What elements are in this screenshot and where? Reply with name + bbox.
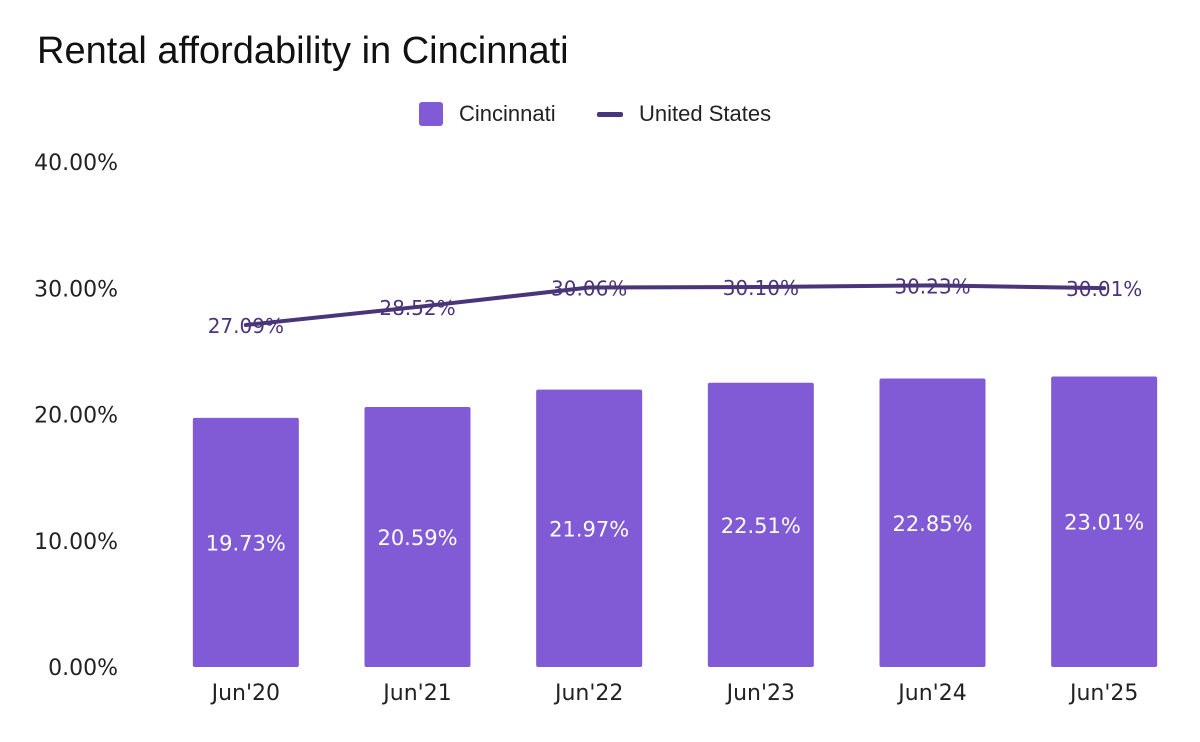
x-tick-label: Jun'23	[725, 681, 795, 706]
legend-line-united-states	[597, 111, 623, 117]
bar-value-label: 22.51%	[721, 514, 801, 538]
line-value-label: 30.10%	[723, 276, 799, 300]
bar-value-label: 23.01%	[1064, 511, 1144, 535]
bar-value-label: 21.97%	[549, 517, 629, 541]
x-tick-label: Jun'20	[210, 681, 280, 706]
legend-label-cincinnati: Cincinnati	[459, 101, 556, 126]
bar-cincinnati	[1051, 376, 1158, 667]
line-value-label: 27.09%	[208, 314, 284, 338]
bar-value-label: 19.73%	[206, 531, 286, 555]
legend-item-united-states[interactable]: United States	[597, 100, 771, 128]
legend-item-cincinnati[interactable]: Cincinnati	[419, 100, 556, 128]
bar-cincinnati	[536, 389, 643, 667]
x-tick-label: Jun'24	[896, 681, 966, 706]
bar-value-label: 22.85%	[892, 512, 972, 536]
x-tick-label: Jun'22	[553, 681, 623, 706]
y-tick-label: 20.00%	[34, 404, 118, 429]
bar-value-label: 20.59%	[377, 526, 457, 550]
x-tick-label: Jun'21	[381, 681, 451, 706]
y-tick-label: 10.00%	[34, 530, 118, 555]
line-value-label: 30.06%	[551, 276, 627, 300]
bar-cincinnati	[192, 417, 299, 667]
legend-label-united-states: United States	[639, 101, 772, 126]
y-tick-label: 0.00%	[48, 656, 118, 681]
y-tick-label: 40.00%	[34, 151, 118, 176]
bar-cincinnati	[707, 382, 814, 667]
bar-cincinnati	[364, 407, 471, 667]
y-tick-label: 30.00%	[34, 277, 118, 302]
chart-title: Rental affordability in Cincinnati	[37, 30, 569, 72]
bar-cincinnati	[879, 378, 986, 667]
line-united-states	[243, 283, 1107, 327]
line-value-label: 30.01%	[1066, 277, 1142, 301]
chart-legend: Cincinnati United States	[0, 100, 1200, 128]
line-value-label: 30.23%	[894, 274, 970, 298]
line-value-label: 28.52%	[379, 296, 455, 320]
legend-swatch-cincinnati	[419, 102, 443, 126]
x-tick-label: Jun'25	[1068, 681, 1138, 706]
